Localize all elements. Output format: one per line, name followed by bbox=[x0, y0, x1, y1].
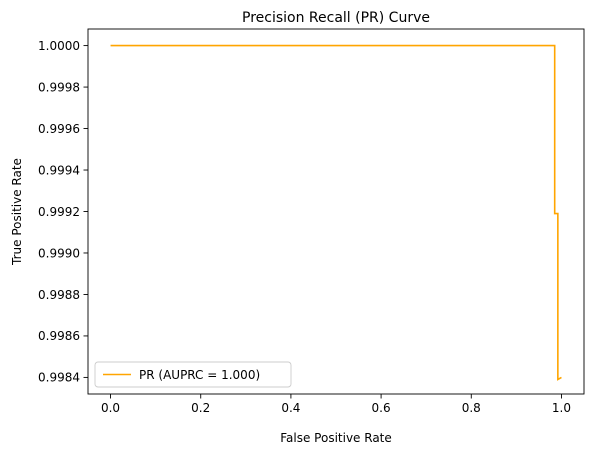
y-tick-label: 0.9998 bbox=[38, 80, 80, 94]
legend-box bbox=[94, 361, 292, 388]
legend: PR (AUPRC = 1.000) bbox=[94, 361, 292, 388]
y-tick-label: 0.9994 bbox=[38, 163, 80, 177]
x-tick-label: 1.0 bbox=[552, 401, 571, 415]
y-tick-label: 0.9992 bbox=[38, 205, 80, 219]
x-tick-label: 0.8 bbox=[462, 401, 481, 415]
y-tick-label: 0.9988 bbox=[38, 288, 80, 302]
axes-frame bbox=[87, 28, 585, 395]
y-axis-label: True Positive Rate bbox=[10, 158, 24, 266]
y-tick-label: 0.9990 bbox=[38, 246, 80, 260]
x-tick-label: 0.4 bbox=[281, 401, 300, 415]
y-tick-label: 0.9984 bbox=[38, 371, 80, 385]
chart-title: Precision Recall (PR) Curve bbox=[242, 10, 430, 26]
x-tick-label: 0.2 bbox=[191, 401, 210, 415]
plot-area: 0.0 0.2 0.4 0.6 0.8 1.0 0.9984 0.9986 0.9988 0.99… bbox=[38, 28, 585, 415]
pr-curve-line bbox=[110, 44, 562, 381]
y-tick-label: 0.9996 bbox=[38, 122, 80, 136]
x-tick-label: 0.0 bbox=[101, 401, 120, 415]
legend-label: PR (AUPRC = 1.000) bbox=[139, 368, 260, 382]
y-tick-label: 1.0000 bbox=[38, 39, 80, 53]
x-axis-label: False Positive Rate bbox=[280, 431, 392, 445]
x-tick-label: 0.6 bbox=[372, 401, 391, 415]
y-tick-label: 0.9986 bbox=[38, 329, 80, 343]
